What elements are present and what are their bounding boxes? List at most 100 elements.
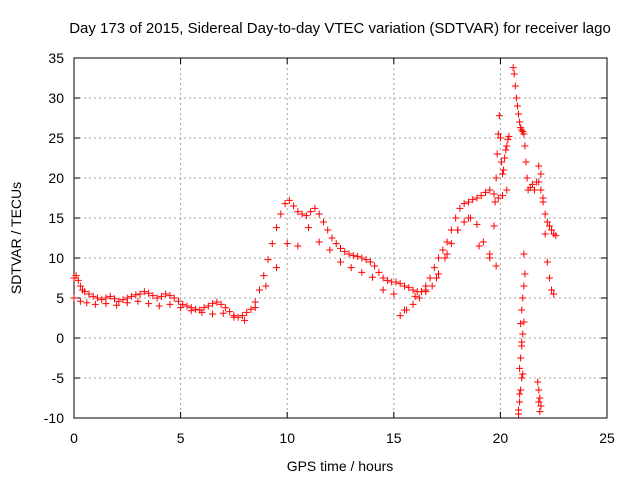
data-point [454, 226, 462, 234]
data-point [422, 288, 430, 296]
data-point [517, 386, 525, 394]
data-point [113, 301, 121, 309]
data-point [428, 282, 436, 290]
data-point [217, 300, 225, 308]
data-point [522, 158, 530, 166]
data-point [145, 289, 153, 297]
data-point [305, 224, 313, 232]
data-point [392, 278, 400, 286]
data-point [519, 370, 527, 378]
data-point [443, 238, 451, 246]
data-point [111, 295, 119, 303]
data-point [337, 244, 344, 252]
data-point [543, 258, 551, 266]
data-point [515, 410, 523, 418]
data-point [537, 186, 545, 194]
data-point [520, 130, 528, 138]
data-point [149, 292, 157, 300]
data-point [545, 222, 553, 230]
data-point [520, 250, 528, 258]
data-point [536, 394, 544, 402]
data-point [460, 200, 468, 208]
plot-frame [73, 57, 608, 419]
data-point [486, 186, 494, 194]
y-tick-label: 20 [48, 170, 64, 186]
data-point [136, 290, 144, 298]
data-point [226, 308, 234, 316]
data-point [85, 290, 93, 298]
data-point [106, 292, 114, 300]
data-point [430, 264, 438, 272]
data-point [273, 264, 281, 272]
data-point [298, 210, 306, 218]
data-point [523, 174, 531, 182]
data-point [519, 294, 527, 302]
data-point [324, 226, 332, 234]
data-point [358, 268, 366, 276]
y-tick-label: 35 [48, 50, 64, 66]
x-axis-label: GPS time / hours [287, 458, 394, 474]
data-point [153, 294, 161, 302]
data-point [492, 174, 500, 182]
data-point [499, 170, 507, 178]
data-point [349, 252, 357, 260]
data-point [541, 210, 549, 218]
x-tick-label: 20 [493, 430, 509, 446]
data-point [475, 242, 483, 250]
data-point [132, 291, 140, 299]
grid-lines [74, 58, 607, 418]
data-point [345, 250, 353, 258]
data-point [221, 304, 229, 312]
data-point [219, 309, 227, 317]
data-point [243, 308, 251, 316]
data-point [518, 374, 526, 382]
data-point [545, 274, 553, 282]
data-point [456, 204, 464, 212]
data-point [72, 272, 80, 280]
data-point [447, 226, 455, 234]
data-point [518, 126, 526, 134]
data-point [213, 298, 221, 306]
data-point [123, 299, 131, 307]
y-tick-label: 5 [56, 290, 64, 306]
chart-title: Day 173 of 2015, Sidereal Day-to-day VTE… [69, 20, 611, 37]
data-point [76, 297, 84, 305]
data-point [192, 305, 200, 313]
data-point [83, 299, 91, 307]
data-point [187, 307, 195, 315]
data-point [341, 248, 349, 256]
data-point [311, 204, 319, 212]
data-point [535, 398, 543, 406]
data-point [264, 256, 272, 264]
data-point [409, 300, 417, 308]
data-point [516, 118, 524, 126]
data-point [358, 254, 366, 262]
y-axis-label: SDTVAR / TECUs [8, 182, 24, 294]
data-point [439, 246, 447, 254]
data-point [290, 202, 298, 210]
data-point [443, 250, 451, 258]
data-point [115, 297, 123, 305]
data-point [174, 297, 182, 305]
data-point [294, 242, 302, 250]
data-point [415, 294, 423, 302]
data-point [503, 142, 511, 150]
data-point [200, 304, 208, 312]
data-point [241, 316, 249, 324]
data-point [315, 210, 323, 218]
data-point [517, 354, 525, 362]
data-point [283, 240, 291, 248]
data-point [128, 292, 136, 300]
data-point [479, 238, 487, 246]
data-point [531, 186, 539, 194]
data-point [528, 180, 536, 188]
series-outliers-22-h [534, 378, 545, 416]
data-point [411, 292, 419, 300]
data-point [481, 188, 489, 196]
x-tick-label: 5 [177, 430, 185, 446]
data-point [464, 198, 472, 206]
data-point [496, 134, 504, 142]
series-cross-track [396, 214, 500, 320]
series-upper-right-tail [535, 178, 560, 240]
